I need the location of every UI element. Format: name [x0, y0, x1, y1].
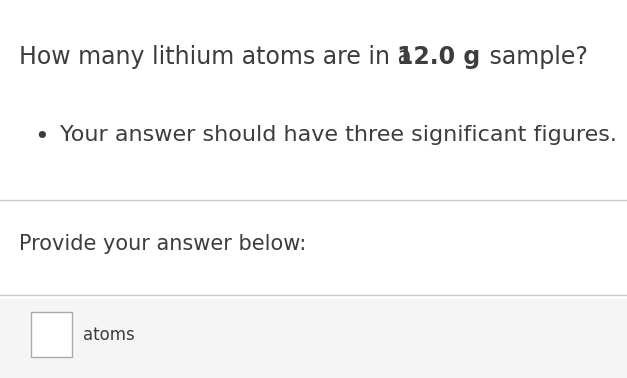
FancyBboxPatch shape — [31, 312, 72, 357]
Text: 12.0 g: 12.0 g — [397, 45, 480, 69]
Text: Provide your answer below:: Provide your answer below: — [19, 234, 306, 254]
FancyBboxPatch shape — [0, 299, 627, 378]
Text: Your answer should have three significant figures.: Your answer should have three significan… — [60, 125, 616, 145]
Text: How many lithium atoms are in a: How many lithium atoms are in a — [19, 45, 419, 69]
Text: sample?: sample? — [482, 45, 587, 69]
Text: atoms: atoms — [83, 325, 135, 344]
Text: •: • — [34, 125, 50, 149]
